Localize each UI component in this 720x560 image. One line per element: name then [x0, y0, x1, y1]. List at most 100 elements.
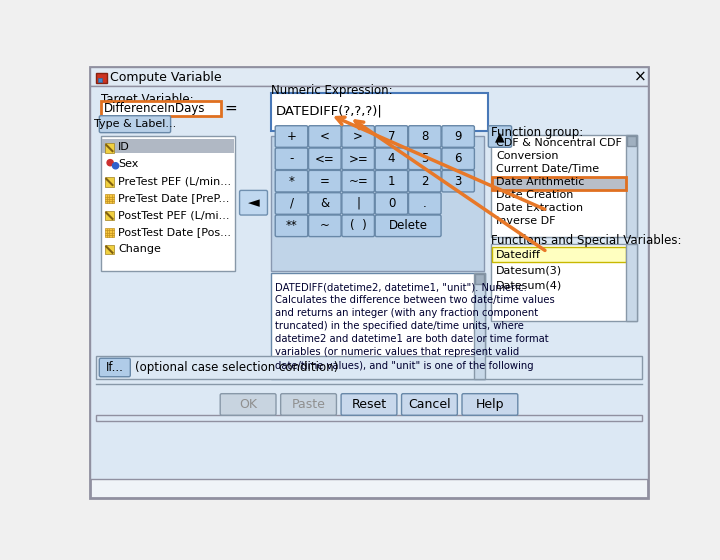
Text: Help: Help — [476, 398, 504, 411]
Text: Delete: Delete — [389, 220, 428, 232]
FancyBboxPatch shape — [275, 193, 307, 214]
Text: -: - — [289, 152, 294, 165]
FancyBboxPatch shape — [309, 170, 341, 192]
Text: Date Creation: Date Creation — [496, 190, 573, 200]
Text: (optional case selection condition): (optional case selection condition) — [135, 361, 338, 374]
FancyBboxPatch shape — [98, 78, 102, 82]
Text: datetime2 and datetime1 are both date or time format: datetime2 and datetime1 are both date or… — [275, 334, 549, 344]
Text: Date Extraction: Date Extraction — [496, 203, 583, 213]
FancyBboxPatch shape — [104, 178, 114, 186]
FancyBboxPatch shape — [104, 245, 114, 254]
FancyBboxPatch shape — [475, 274, 485, 283]
FancyBboxPatch shape — [408, 193, 441, 214]
Text: 1: 1 — [388, 175, 395, 188]
Text: 3: 3 — [454, 175, 462, 188]
Text: date/time values), and "unit" is one of the following: date/time values), and "unit" is one of … — [275, 361, 534, 371]
Text: >: > — [354, 130, 363, 143]
Text: ID: ID — [118, 142, 130, 152]
Text: Inverse DF: Inverse DF — [496, 216, 556, 226]
Text: &: & — [320, 197, 329, 210]
Text: Compute Variable: Compute Variable — [110, 71, 222, 83]
Text: ~: ~ — [320, 220, 330, 232]
FancyBboxPatch shape — [240, 190, 267, 215]
FancyBboxPatch shape — [375, 193, 408, 214]
Text: Target Variable:: Target Variable: — [101, 93, 194, 106]
Text: PreTest PEF (L/min...: PreTest PEF (L/min... — [118, 176, 231, 186]
FancyBboxPatch shape — [309, 193, 341, 214]
Text: OK: OK — [239, 398, 257, 411]
FancyBboxPatch shape — [492, 244, 637, 321]
FancyBboxPatch shape — [90, 86, 648, 479]
FancyBboxPatch shape — [309, 148, 341, 170]
FancyBboxPatch shape — [271, 273, 485, 379]
FancyBboxPatch shape — [90, 67, 648, 86]
FancyBboxPatch shape — [309, 215, 341, 237]
FancyBboxPatch shape — [492, 246, 626, 262]
Text: Sex: Sex — [118, 159, 138, 169]
Text: *: * — [289, 175, 294, 188]
Text: <: < — [320, 130, 330, 143]
Text: <=: <= — [315, 152, 335, 165]
FancyBboxPatch shape — [342, 193, 374, 214]
Text: /: / — [289, 197, 294, 210]
FancyBboxPatch shape — [281, 394, 336, 416]
FancyBboxPatch shape — [220, 394, 276, 416]
Text: ~=: ~= — [348, 175, 368, 188]
Text: ▲: ▲ — [495, 130, 505, 143]
Circle shape — [112, 162, 119, 169]
FancyBboxPatch shape — [104, 228, 114, 237]
FancyBboxPatch shape — [342, 148, 374, 170]
FancyBboxPatch shape — [442, 148, 474, 170]
Text: If...: If... — [106, 361, 124, 374]
FancyBboxPatch shape — [488, 126, 512, 147]
FancyBboxPatch shape — [104, 143, 114, 153]
Text: Functions and Special Variables:: Functions and Special Variables: — [492, 234, 682, 247]
Text: and returns an integer (with any fraction component: and returns an integer (with any fractio… — [275, 308, 539, 318]
Text: 6: 6 — [454, 152, 462, 165]
Text: truncated) in the specified date/time units, where: truncated) in the specified date/time un… — [275, 321, 524, 332]
FancyBboxPatch shape — [462, 394, 518, 416]
Text: Date Arithmetic: Date Arithmetic — [496, 177, 585, 187]
FancyBboxPatch shape — [375, 126, 408, 147]
Text: .: . — [423, 197, 427, 210]
Text: Cancel: Cancel — [408, 398, 451, 411]
Text: Reset: Reset — [351, 398, 387, 411]
FancyBboxPatch shape — [474, 273, 485, 379]
FancyBboxPatch shape — [271, 137, 485, 271]
Text: =: = — [224, 101, 237, 116]
FancyBboxPatch shape — [402, 394, 457, 416]
Text: DATEDIFF(?,?,?)|: DATEDIFF(?,?,?)| — [276, 105, 383, 118]
Text: 9: 9 — [454, 130, 462, 143]
Text: CDF & Noncentral CDF: CDF & Noncentral CDF — [496, 138, 622, 148]
Text: 0: 0 — [388, 197, 395, 210]
Text: |: | — [356, 197, 360, 210]
FancyBboxPatch shape — [101, 137, 235, 271]
FancyBboxPatch shape — [275, 126, 307, 147]
FancyBboxPatch shape — [99, 358, 130, 377]
Circle shape — [107, 160, 113, 166]
Text: DifferenceInDays: DifferenceInDays — [104, 102, 205, 115]
Text: ◄: ◄ — [248, 195, 259, 210]
FancyBboxPatch shape — [408, 126, 441, 147]
FancyBboxPatch shape — [627, 137, 636, 146]
FancyBboxPatch shape — [408, 170, 441, 192]
Text: Datesum(4): Datesum(4) — [496, 281, 562, 291]
Text: Change: Change — [118, 244, 161, 254]
Text: Conversion: Conversion — [496, 151, 559, 161]
Text: 5: 5 — [421, 152, 428, 165]
FancyBboxPatch shape — [104, 194, 114, 203]
Text: Calculates the difference between two date/time values: Calculates the difference between two da… — [275, 295, 555, 305]
Text: Paste: Paste — [292, 398, 325, 411]
Text: ×: × — [634, 69, 647, 85]
Text: variables (or numeric values that represent valid: variables (or numeric values that repres… — [275, 347, 519, 357]
Text: 7: 7 — [388, 130, 395, 143]
FancyBboxPatch shape — [626, 135, 637, 237]
Text: >=: >= — [348, 152, 368, 165]
Text: PostTest PEF (L/mi...: PostTest PEF (L/mi... — [118, 210, 230, 220]
Text: Datediff: Datediff — [496, 250, 541, 260]
FancyBboxPatch shape — [408, 148, 441, 170]
Text: Numeric Expression:: Numeric Expression: — [271, 84, 393, 97]
Text: 8: 8 — [421, 130, 428, 143]
FancyBboxPatch shape — [492, 135, 637, 237]
FancyBboxPatch shape — [101, 101, 221, 116]
